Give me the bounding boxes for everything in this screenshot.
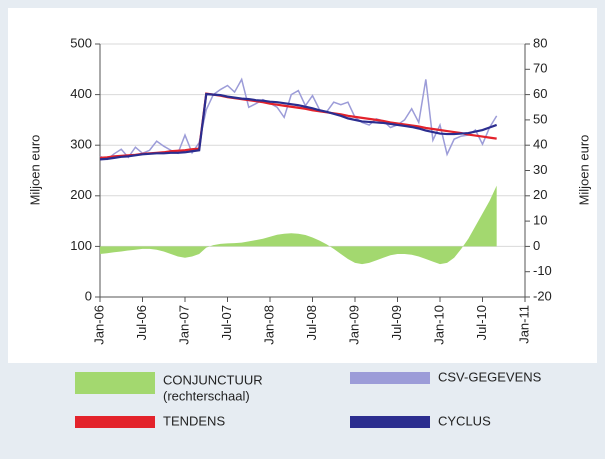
plot-panel [8,8,597,363]
legend-swatch [350,416,430,428]
line [99,92,498,161]
y2-tick-label: 80 [533,35,547,50]
y2-tick-label: 30 [533,162,547,177]
line [99,92,497,159]
y2-tick-label: -20 [533,288,552,303]
x-tick-label: Jan-06 [91,305,106,345]
y-tick-label: 300 [70,137,92,152]
x-tick-label: Jan-07 [176,305,191,345]
x-tick-label: Jul-10 [474,305,489,340]
legend-label: TENDENS [163,413,225,428]
y2-tick-label: 60 [533,86,547,101]
x-tick-label: Jan-08 [261,305,276,345]
x-tick-label: Jan-11 [516,305,531,344]
x-tick-label: Jan-09 [346,305,361,345]
y2-tick-label: 40 [533,137,547,152]
y-tick-label: 500 [70,35,92,50]
x-tick-label: Jan-10 [431,305,446,345]
y-tick-label: 200 [70,187,92,202]
y2-tick-label: 70 [533,61,547,76]
line [99,77,498,161]
y2-tick-label: 0 [533,238,540,253]
x-tick-label: Jul-08 [304,305,319,340]
legend-label: CSV-GEGEVENS [438,369,542,384]
x-tick-label: Jul-06 [134,305,149,340]
legend-note: (rechterschaal) [163,388,250,403]
legend-swatch [75,372,155,394]
y2-tick-label: -10 [533,263,552,278]
y-tick-label: 100 [70,238,92,253]
y-axis-title: Miljoen euro [27,135,42,206]
y-tick-label: 400 [70,86,92,101]
legend-swatch [350,372,430,384]
y2-tick-label: 50 [533,111,547,126]
legend-label: CYCLUS [438,413,491,428]
legend-label: CONJUNCTUUR [163,372,263,387]
y2-axis-title: Miljoen euro [576,135,591,206]
x-tick-label: Jul-07 [219,305,234,340]
x-tick-label: Jul-09 [389,305,404,340]
y2-tick-label: 20 [533,187,547,202]
y-tick-label: 0 [85,288,92,303]
legend-swatch [75,416,155,428]
y2-tick-label: 10 [533,213,547,228]
